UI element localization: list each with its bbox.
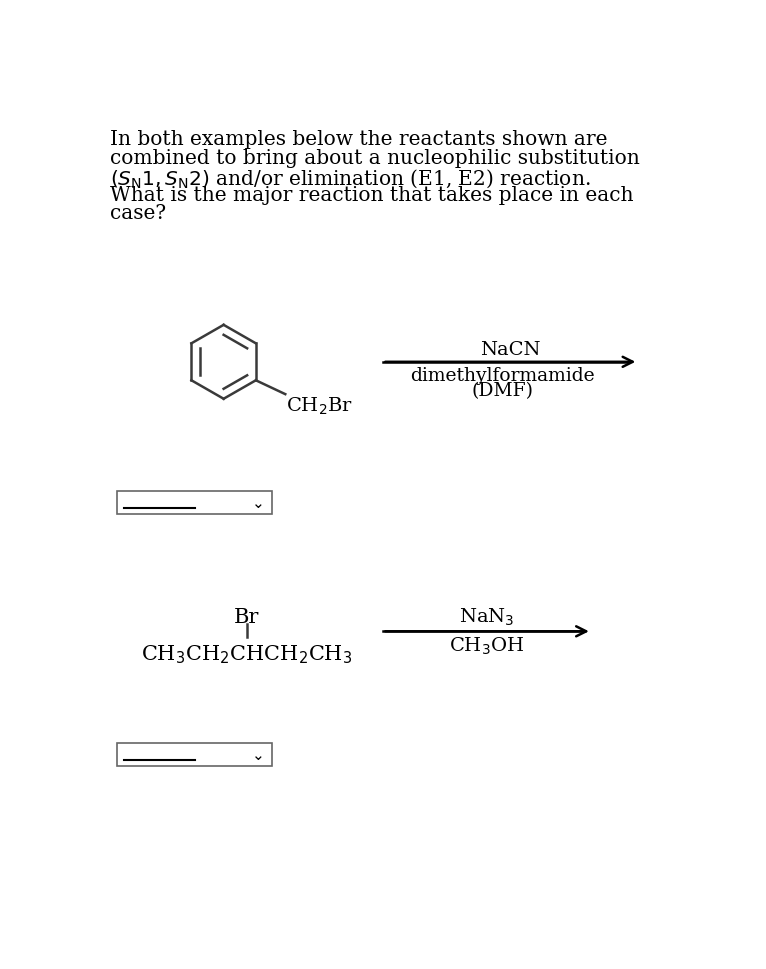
Text: ⌄: ⌄ (252, 496, 265, 511)
Text: $(S_{\mathrm{N}}1, S_{\mathrm{N}}2)$ and/or elimination (E1, E2) reaction.: $(S_{\mathrm{N}}1, S_{\mathrm{N}}2)$ and… (110, 167, 591, 190)
Text: NaN$_3$: NaN$_3$ (460, 607, 515, 628)
Bar (117, 743, 273, 766)
Text: Br: Br (234, 607, 260, 626)
Text: CH$_3$CH$_2$CHCH$_2$CH$_3$: CH$_3$CH$_2$CHCH$_2$CH$_3$ (141, 643, 352, 666)
Text: dimethylformamide: dimethylformamide (411, 366, 595, 385)
Text: NaCN: NaCN (480, 340, 541, 359)
Text: combined to bring about a nucleophilic substitution: combined to bring about a nucleophilic s… (110, 148, 640, 168)
Text: case?: case? (110, 203, 165, 223)
Text: CH$_3$OH: CH$_3$OH (450, 636, 525, 657)
Text: What is the major reaction that takes place in each: What is the major reaction that takes pl… (110, 185, 633, 204)
Text: ⌄: ⌄ (252, 747, 265, 763)
Text: In both examples below the reactants shown are: In both examples below the reactants sho… (110, 130, 607, 149)
Bar (117, 491, 273, 515)
Text: (DMF): (DMF) (472, 382, 534, 399)
Text: CH$_2$Br: CH$_2$Br (286, 395, 353, 417)
